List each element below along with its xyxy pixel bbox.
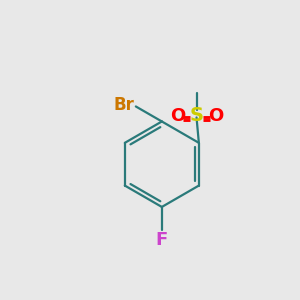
Text: S: S — [190, 106, 203, 125]
Text: O: O — [170, 107, 185, 125]
Text: O: O — [208, 107, 223, 125]
Text: Br: Br — [113, 96, 134, 114]
Text: F: F — [156, 231, 168, 249]
